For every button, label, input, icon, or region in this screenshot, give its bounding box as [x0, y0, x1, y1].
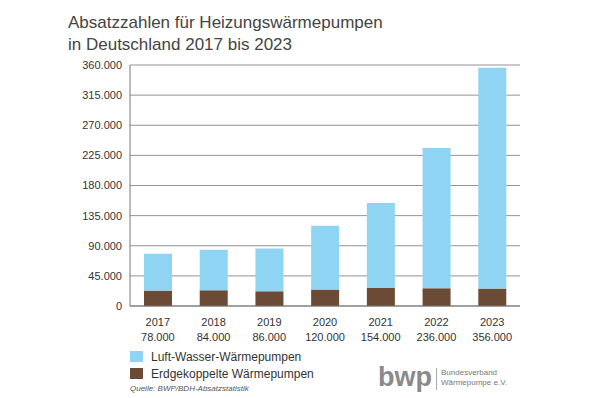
svg-text:2019: 2019: [257, 316, 281, 328]
html-text:in Deutschland 2017 bis 2023: in Deutschland 2017 bis 2023: [68, 35, 292, 54]
svg-text:2020: 2020: [313, 316, 337, 328]
html-text:bwp: bwp: [378, 362, 432, 392]
svg-text:180.000: 180.000: [82, 179, 122, 191]
html-text:Erdgekoppelte Wärmepumpen: Erdgekoppelte Wärmepumpen: [151, 366, 314, 381]
svg-text:120.000: 120.000: [305, 331, 345, 343]
svg-text:2022: 2022: [424, 316, 448, 328]
svg-text:2023: 2023: [480, 316, 504, 328]
svg-text:2021: 2021: [368, 316, 392, 328]
svg-text:154.000: 154.000: [361, 331, 401, 343]
svg-text:236.000: 236.000: [417, 331, 457, 343]
svg-text:360.000: 360.000: [82, 59, 122, 71]
html-text:Absatzzahlen für Heizungswärme: Absatzzahlen für Heizungswärmepumpen: [68, 13, 383, 32]
svg-text:315.000: 315.000: [82, 89, 122, 101]
svg-text:356.000: 356.000: [472, 331, 512, 343]
svg-text:2017: 2017: [146, 316, 170, 328]
svg-text:135.000: 135.000: [82, 210, 122, 222]
svg-text:45.000: 45.000: [88, 270, 122, 282]
svg-text:2018: 2018: [201, 316, 225, 328]
svg-text:225.000: 225.000: [82, 149, 122, 161]
svg-text:86.000: 86.000: [252, 331, 286, 343]
svg-text:90.000: 90.000: [88, 240, 122, 252]
html-text:Bundesverband: Bundesverband: [441, 368, 497, 377]
svg-text:270.000: 270.000: [82, 119, 122, 131]
svg-text:78.000: 78.000: [141, 331, 175, 343]
html-text:Quelle: BWP/BDH-Absatzstatisti: Quelle: BWP/BDH-Absatzstatistik: [130, 384, 249, 393]
html-text:Luft-Wasser-Wärmepumpen: Luft-Wasser-Wärmepumpen: [151, 349, 302, 364]
svg-text:84.000: 84.000: [197, 331, 231, 343]
html-text:Wärmepumpe e.V.: Wärmepumpe e.V.: [441, 378, 507, 387]
svg-text:0: 0: [116, 300, 122, 312]
